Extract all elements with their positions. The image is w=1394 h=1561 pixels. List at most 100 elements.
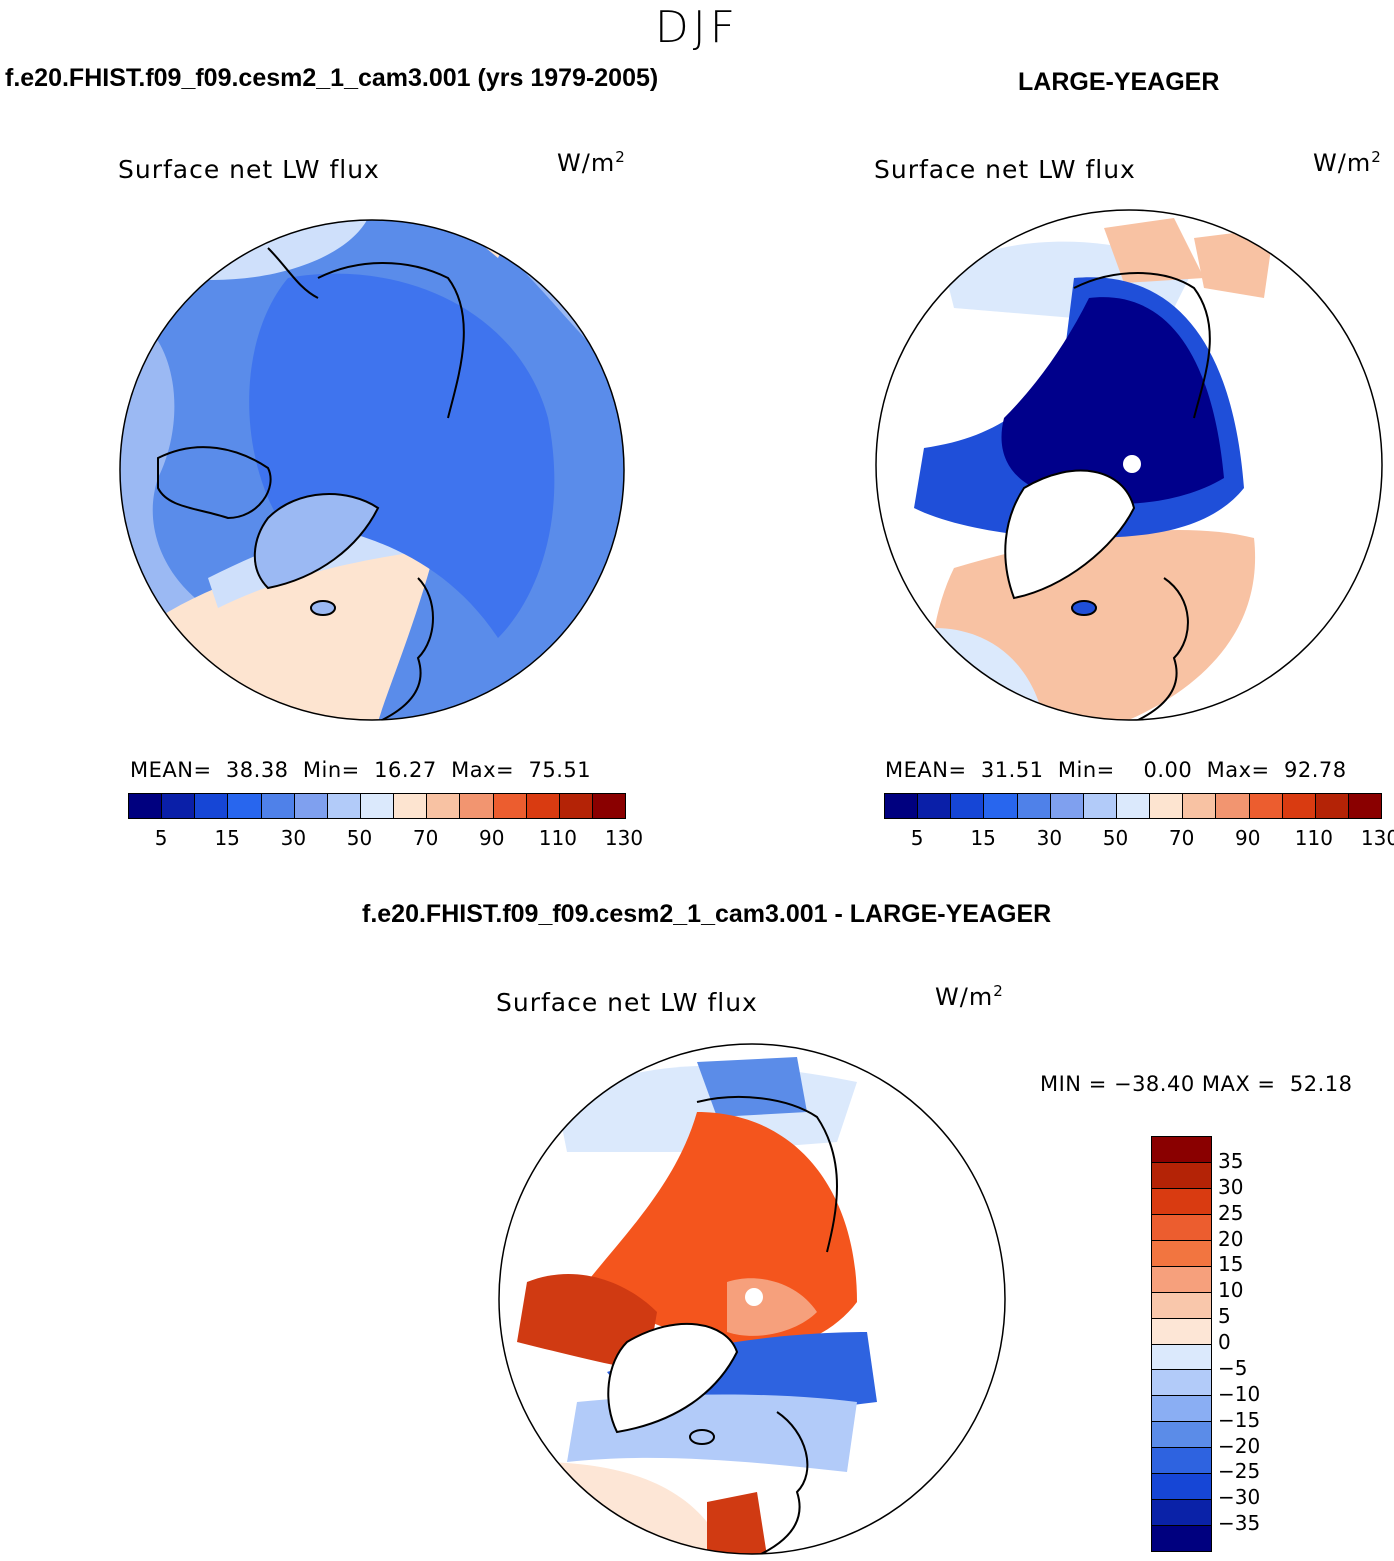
model-greenland [253, 493, 380, 590]
colorbar-swatch [129, 794, 163, 818]
diff-header: f.e20.FHIST.f09_f09.cesm2_1_cam3.001 - L… [362, 900, 1052, 928]
colorbar-tick-label: −15 [1218, 1407, 1261, 1432]
colorbar-tick-label: 5 [910, 826, 924, 850]
model-header: f.e20.FHIST.f09_f09.cesm2_1_cam3.001 (yr… [5, 64, 659, 92]
season-title: DJF [654, 2, 740, 53]
colorbar-tick-label: 70 [1168, 826, 1195, 850]
colorbar-tick-label: 30 [1218, 1174, 1244, 1199]
colorbar-swatch [885, 794, 919, 818]
colorbar-swatch [1152, 1370, 1211, 1397]
colorbar-tick-label: −20 [1218, 1433, 1261, 1458]
diff-siberia-coast [696, 1096, 838, 1253]
colorbar-swatch [1083, 794, 1117, 818]
diff-colorbar [1151, 1136, 1212, 1552]
model-field-light-left [120, 308, 228, 638]
model-colorbar-ticks: 5 15 30 50 70 90 110 130 [128, 826, 643, 852]
diff-iceland [689, 1429, 715, 1445]
colorbar-swatch [1152, 1137, 1211, 1163]
model-units-text: W/m [557, 149, 616, 177]
colorbar-tick-label: 30 [280, 826, 307, 850]
model-canada-coast [157, 446, 272, 520]
colorbar-swatch [1152, 1266, 1211, 1293]
colorbar-tick-label: 20 [1218, 1226, 1244, 1251]
colorbar-swatch [1315, 794, 1349, 818]
obs-deep-blue-core [1001, 297, 1224, 504]
colorbar-swatch [1152, 1500, 1211, 1527]
diff-plot-title: Surface net LW flux [496, 988, 758, 1017]
colorbar-tick-label: 15 [214, 826, 240, 850]
colorbar-swatch [1216, 794, 1250, 818]
colorbar-swatch [1152, 1344, 1211, 1371]
obs-siberia-coast [1073, 272, 1211, 419]
colorbar-tick-label: 25 [1218, 1200, 1244, 1225]
model-iceland [310, 600, 336, 616]
colorbar-swatch [162, 794, 196, 818]
colorbar-swatch [1050, 794, 1084, 818]
obs-mean-label: MEAN= [885, 758, 967, 782]
colorbar-swatch [1152, 1422, 1211, 1449]
obs-colorbar [884, 793, 1382, 819]
obs-stats: MEAN= 31.51 Min= 0.00 Max= 92.78 [885, 758, 1347, 782]
colorbar-tick-label: 5 [154, 826, 168, 850]
model-polar-map [119, 219, 625, 721]
colorbar-tick-label: 90 [1234, 826, 1261, 850]
colorbar-swatch [918, 794, 952, 818]
obs-iceland [1071, 600, 1097, 616]
diff-red-south [707, 1492, 767, 1554]
model-siberia-coast [317, 262, 465, 419]
colorbar-swatch [1348, 794, 1382, 818]
colorbar-swatch [1152, 1292, 1211, 1319]
colorbar-swatch [1249, 794, 1283, 818]
colorbar-tick-label: 30 [1036, 826, 1063, 850]
colorbar-tick-label: −30 [1218, 1485, 1261, 1510]
colorbar-swatch [228, 794, 262, 818]
diff-units-exp: 2 [993, 982, 1004, 1000]
diff-greenland [607, 1322, 739, 1434]
obs-salmon-topright [1194, 228, 1274, 298]
colorbar-tick-label: −5 [1218, 1355, 1248, 1380]
obs-pole-dot [1123, 455, 1141, 473]
diff-pole-dot [745, 1288, 763, 1306]
colorbar-swatch [460, 794, 494, 818]
model-units: W/m2 [557, 148, 626, 177]
model-plot-title: Surface net LW flux [118, 155, 380, 184]
colorbar-tick-label: 50 [346, 826, 373, 850]
colorbar-tick-label: −10 [1218, 1381, 1261, 1406]
diff-units-text: W/m [935, 983, 994, 1011]
obs-max-value: 92.78 [1283, 758, 1347, 782]
model-mean-label: MEAN= [130, 758, 212, 782]
diff-polar-map [498, 1043, 1006, 1555]
colorbar-tick-label: 0 [1218, 1330, 1231, 1354]
colorbar-swatch [1152, 1448, 1211, 1475]
colorbar-tick-label: 130 [1360, 826, 1394, 850]
colorbar-swatch [1152, 1318, 1211, 1345]
colorbar-tick-label: 35 [1218, 1148, 1244, 1173]
model-map-border [119, 219, 625, 721]
model-min-value: 16.27 [374, 758, 437, 782]
obs-max-label: Max= [1206, 758, 1270, 782]
colorbar-swatch [261, 794, 295, 818]
obs-colorbar-ticks: 5 15 30 50 70 90 110 130 [884, 826, 1394, 852]
obs-plot-title: Surface net LW flux [874, 155, 1136, 184]
colorbar-swatch [493, 794, 527, 818]
obs-units-text: W/m [1313, 149, 1372, 177]
colorbar-swatch [1152, 1396, 1211, 1423]
model-alaska-coast [267, 247, 319, 299]
colorbar-swatch [559, 794, 593, 818]
diff-scandinavia-coast [756, 1411, 809, 1554]
colorbar-swatch [984, 794, 1018, 818]
obs-polar-map [875, 209, 1383, 721]
colorbar-swatch [526, 794, 560, 818]
colorbar-swatch [1116, 794, 1151, 818]
colorbar-tick-label: 70 [412, 826, 439, 850]
colorbar-swatch [327, 794, 361, 818]
obs-greenland [1004, 469, 1136, 600]
model-max-value: 75.51 [528, 758, 592, 782]
colorbar-tick-label: 110 [538, 826, 577, 850]
obs-min-label: Min= [1057, 758, 1115, 782]
diff-minmax: MIN = −38.40 MAX = 52.18 [1040, 1072, 1353, 1096]
model-min-label: Min= [302, 758, 360, 782]
colorbar-swatch [427, 794, 461, 818]
colorbar-swatch [1152, 1240, 1211, 1267]
colorbar-tick-label: −25 [1218, 1459, 1261, 1484]
